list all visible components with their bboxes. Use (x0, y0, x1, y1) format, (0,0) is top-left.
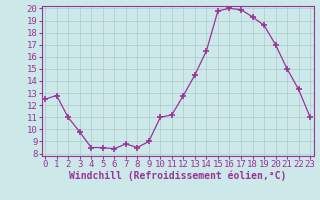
X-axis label: Windchill (Refroidissement éolien,°C): Windchill (Refroidissement éolien,°C) (69, 171, 286, 181)
